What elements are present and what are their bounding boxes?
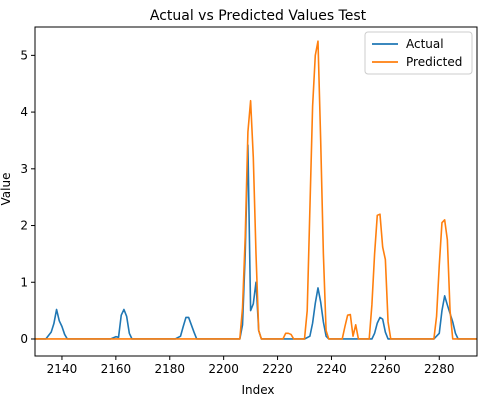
x-axis-label: Index — [241, 383, 274, 397]
chart-title: Actual vs Predicted Values Test — [150, 8, 367, 24]
plot-frame — [34, 26, 478, 357]
y-tick-label: 5 — [20, 48, 28, 62]
y-axis-label: Value — [0, 173, 13, 206]
x-tick-label: 2220 — [262, 362, 293, 376]
x-tick-label: 2260 — [370, 362, 401, 376]
x-tick-label: 2180 — [154, 362, 185, 376]
x-tick-label: 2160 — [101, 362, 132, 376]
y-tick-label: 4 — [20, 105, 28, 119]
series-line-predicted — [35, 40, 477, 340]
x-tick-label: 2240 — [316, 362, 347, 376]
plot-area — [35, 40, 477, 340]
legend-box — [364, 31, 473, 75]
x-axis: 2140 2160 2180 2200 2220 2240 2260 2280 — [47, 356, 455, 376]
y-tick-label: 0 — [20, 332, 28, 346]
x-tick-label: 2200 — [208, 362, 239, 376]
y-tick-label: 2 — [20, 219, 28, 233]
x-tick-label: 2280 — [424, 362, 455, 376]
y-tick-label: 1 — [20, 275, 28, 289]
x-tick-label: 2140 — [47, 362, 78, 376]
legend-label-predicted: Predicted — [406, 55, 462, 69]
legend: Actual Predicted — [364, 31, 473, 75]
y-axis: 0 1 2 3 4 5 — [20, 48, 35, 346]
y-tick-label: 3 — [20, 162, 28, 176]
legend-label-actual: Actual — [406, 37, 444, 51]
